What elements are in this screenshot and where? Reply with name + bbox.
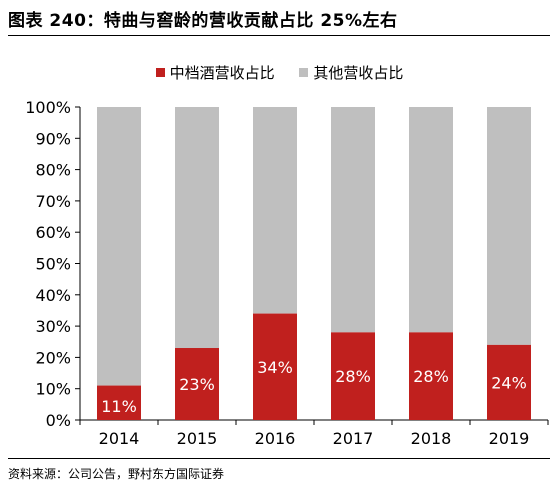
y-tick-label: 70%	[35, 192, 71, 211]
y-tick-label: 20%	[35, 348, 71, 367]
bar-primary-2018	[409, 332, 453, 420]
bar-primary-2015	[175, 348, 219, 420]
x-tick-label: 2019	[489, 429, 530, 448]
bar-other-2014	[97, 107, 141, 386]
legend-label-secondary: 其他营收占比	[313, 64, 404, 82]
bar-other-2017	[331, 107, 375, 333]
y-axis: 0% 10% 20% 30% 40% 50% 60% 70% 80% 90% 100%	[25, 98, 81, 430]
x-tick-label: 2016	[255, 429, 296, 448]
y-tick-label: 80%	[35, 161, 71, 180]
data-label-2019: 24%	[491, 373, 527, 392]
bar-primary-2019	[487, 344, 531, 420]
source-note: 资料来源：公司公告，野村东方国际证券	[8, 467, 225, 481]
bar-other-2018	[409, 107, 453, 333]
footer-divider	[8, 458, 550, 459]
x-tick-label: 2017	[333, 429, 374, 448]
y-tick-label: 60%	[35, 223, 71, 242]
y-tick-label: 0%	[46, 411, 71, 430]
stacked-bar-chart: 0%10%20%30%40%50%60%70%80%90%100% 2014 20…	[25, 98, 549, 448]
chart-title: 图表 240：特曲与窖龄的营收贡献占比 25%左右	[8, 11, 398, 31]
bar-other-2016	[253, 107, 297, 314]
bar-other-2019	[487, 107, 531, 345]
bar-primary-2016	[253, 313, 297, 420]
data-label-2017: 28%	[335, 367, 371, 386]
x-axis: 2014 2015 2016 2017 2018 2019	[79, 419, 549, 448]
data-label-2014: 11%	[101, 397, 137, 416]
y-tick-label: 10%	[35, 380, 71, 399]
legend-item-primary: 中档酒营收占比	[155, 62, 275, 83]
y-tick-label: 100%	[25, 98, 71, 117]
legend-swatch-secondary	[299, 68, 309, 77]
data-label-2015: 23%	[179, 375, 215, 394]
y-tick-label: 30%	[35, 317, 71, 336]
y-tick-label: 50%	[35, 255, 71, 274]
legend-label-primary: 中档酒营收占比	[169, 64, 275, 82]
legend: 中档酒营收占比 其他营收占比	[0, 62, 559, 83]
bar-primary-2014	[97, 385, 141, 420]
x-tick-label: 2014	[99, 429, 140, 448]
title-divider	[8, 35, 550, 36]
x-tick-label: 2015	[177, 429, 218, 448]
bar-other-2015	[175, 107, 219, 349]
legend-item-secondary: 其他营收占比	[299, 62, 403, 83]
bars: 11% 23% 34% 28% 28% 24%	[97, 107, 531, 420]
data-label-2016: 34%	[257, 358, 293, 377]
y-tick-label: 90%	[35, 129, 71, 148]
bar-primary-2017	[331, 332, 375, 420]
data-label-2018: 28%	[413, 367, 449, 386]
y-tick-label: 40%	[35, 286, 71, 305]
x-tick-label: 2018	[411, 429, 452, 448]
legend-swatch-primary	[155, 68, 165, 77]
